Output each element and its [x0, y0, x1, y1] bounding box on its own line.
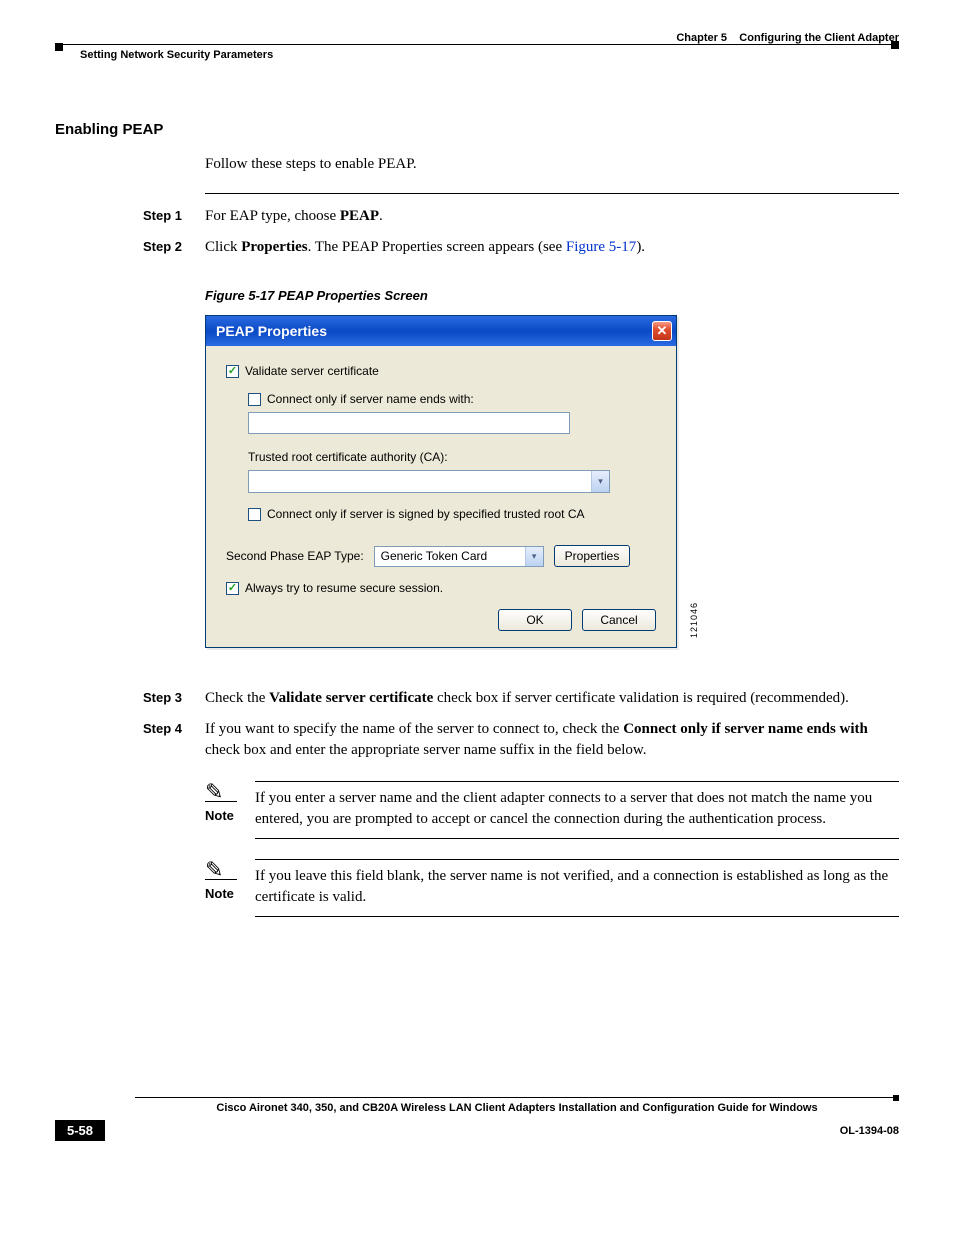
figure-ref-number: 121046 — [689, 602, 699, 638]
note-1-rule-top — [255, 781, 899, 782]
second-phase-combo[interactable]: Generic Token Card ▾ — [374, 546, 544, 567]
doc-id: OL-1394-08 — [840, 1125, 899, 1137]
validate-cert-row: ✓ Validate server certificate — [226, 364, 656, 378]
second-phase-value: Generic Token Card — [381, 549, 488, 563]
close-button[interactable]: ✕ — [652, 321, 672, 341]
note-1-icon-col: ✎ Note — [205, 781, 255, 839]
figure-caption: Figure 5-17 PEAP Properties Screen — [205, 288, 899, 303]
footer-title: Cisco Aironet 340, 350, and CB20A Wirele… — [135, 1102, 899, 1114]
footer-row: 5-58 OL-1394-08 — [55, 1120, 899, 1141]
step-3-bold: Validate server certificate — [269, 690, 433, 706]
always-resume-checkbox[interactable]: ✓ — [226, 582, 239, 595]
section-title: Setting Network Security Parameters — [80, 49, 899, 61]
check-icon: ✓ — [228, 366, 237, 377]
step-2-pre: Click — [205, 239, 241, 255]
connect-signed-label: Connect only if server is signed by spec… — [267, 507, 584, 521]
intro-rule — [205, 193, 899, 194]
always-resume-label: Always try to resume secure session. — [245, 581, 443, 595]
dialog-button-row: OK Cancel — [226, 609, 656, 631]
chapter-label: Chapter 5 — [676, 32, 727, 44]
step-2: Step 2 Click Properties. The PEAP Proper… — [55, 237, 899, 258]
note-2: ✎ Note If you leave this field blank, th… — [205, 859, 899, 917]
page-title: Enabling PEAP — [55, 121, 899, 138]
note-1: ✎ Note If you enter a server name and th… — [205, 781, 899, 839]
step-3: Step 3 Check the Validate server certifi… — [55, 688, 899, 709]
footer-rule — [135, 1097, 899, 1098]
step-2-bold: Properties — [241, 239, 307, 255]
step-2-label: Step 2 — [55, 237, 205, 258]
validate-cert-checkbox[interactable]: ✓ — [226, 365, 239, 378]
page-number-badge: 5-58 — [55, 1120, 105, 1141]
step-4: Step 4 If you want to specify the name o… — [55, 719, 899, 761]
trusted-ca-combo[interactable]: ▾ — [248, 470, 610, 493]
pencil-icon: ✎ — [205, 781, 255, 803]
dialog-title: PEAP Properties — [216, 323, 327, 339]
note-1-body: If you enter a server name and the clien… — [255, 781, 899, 839]
footer: Cisco Aironet 340, 350, and CB20A Wirele… — [55, 1097, 899, 1141]
step-4-body: If you want to specify the name of the s… — [205, 719, 899, 761]
connect-signed-row: Connect only if server is signed by spec… — [248, 507, 656, 521]
note-2-rule-bot — [255, 916, 899, 917]
note-1-label: Note — [205, 808, 255, 823]
trusted-ca-label: Trusted root certificate authority (CA): — [248, 450, 656, 464]
connect-name-checkbox[interactable] — [248, 393, 261, 406]
step-1-body: For EAP type, choose PEAP. — [205, 206, 899, 227]
note-2-text: If you leave this field blank, the serve… — [255, 868, 888, 905]
chapter-title: Configuring the Client Adapter — [739, 32, 899, 44]
step-2-body: Click Properties. The PEAP Properties sc… — [205, 237, 899, 258]
connect-name-label: Connect only if server name ends with: — [267, 392, 474, 406]
step-4-bold: Connect only if server name ends with — [623, 721, 868, 737]
check-icon: ✓ — [228, 583, 237, 594]
step-2-mid: . The PEAP Properties screen appears (se… — [308, 239, 566, 255]
step-4-post: check box and enter the appropriate serv… — [205, 742, 647, 758]
step-2-post: ). — [636, 239, 645, 255]
second-phase-label: Second Phase EAP Type: — [226, 549, 364, 563]
step-1-pre: For EAP type, choose — [205, 208, 340, 224]
step-3-label: Step 3 — [55, 688, 205, 709]
cancel-button[interactable]: Cancel — [582, 609, 656, 631]
note-2-body: If you leave this field blank, the serve… — [255, 859, 899, 917]
connect-name-row: Connect only if server name ends with: — [248, 392, 656, 406]
close-icon: ✕ — [657, 323, 668, 339]
step-1-bold: PEAP — [340, 208, 379, 224]
dialog-titlebar: PEAP Properties ✕ — [206, 316, 676, 346]
properties-button[interactable]: Properties — [554, 545, 631, 567]
step-1-label: Step 1 — [55, 206, 205, 227]
intro-text: Follow these steps to enable PEAP. — [205, 156, 899, 173]
chevron-down-icon: ▾ — [591, 471, 609, 492]
server-name-input[interactable] — [248, 412, 570, 434]
second-phase-row: Second Phase EAP Type: Generic Token Car… — [226, 545, 656, 567]
step-1-post: . — [379, 208, 383, 224]
note-1-text: If you enter a server name and the clien… — [255, 790, 872, 827]
ok-button[interactable]: OK — [498, 609, 572, 631]
step-3-body: Check the Validate server certificate ch… — [205, 688, 899, 709]
figure-ref-link[interactable]: Figure 5-17 — [566, 239, 636, 255]
step-3-pre: Check the — [205, 690, 269, 706]
dialog-body: ✓ Validate server certificate Connect on… — [206, 346, 676, 647]
chevron-down-icon: ▾ — [525, 547, 543, 566]
pencil-icon: ✎ — [205, 859, 255, 881]
connect-signed-checkbox[interactable] — [248, 508, 261, 521]
always-resume-row: ✓ Always try to resume secure session. — [226, 581, 656, 595]
validate-cert-label: Validate server certificate — [245, 364, 379, 378]
note-1-rule-bot — [255, 838, 899, 839]
header-rule — [55, 44, 899, 45]
chapter-row: Chapter 5 Configuring the Client Adapter — [55, 32, 899, 44]
peap-dialog: PEAP Properties ✕ ✓ Validate server cert… — [205, 315, 677, 648]
note-2-rule-top — [255, 859, 899, 860]
step-4-pre: If you want to specify the name of the s… — [205, 721, 623, 737]
peap-dialog-wrap: PEAP Properties ✕ ✓ Validate server cert… — [205, 315, 695, 648]
step-1: Step 1 For EAP type, choose PEAP. — [55, 206, 899, 227]
step-4-label: Step 4 — [55, 719, 205, 761]
note-2-icon-col: ✎ Note — [205, 859, 255, 917]
step-3-post: check box if server certificate validati… — [433, 690, 849, 706]
note-2-label: Note — [205, 886, 255, 901]
